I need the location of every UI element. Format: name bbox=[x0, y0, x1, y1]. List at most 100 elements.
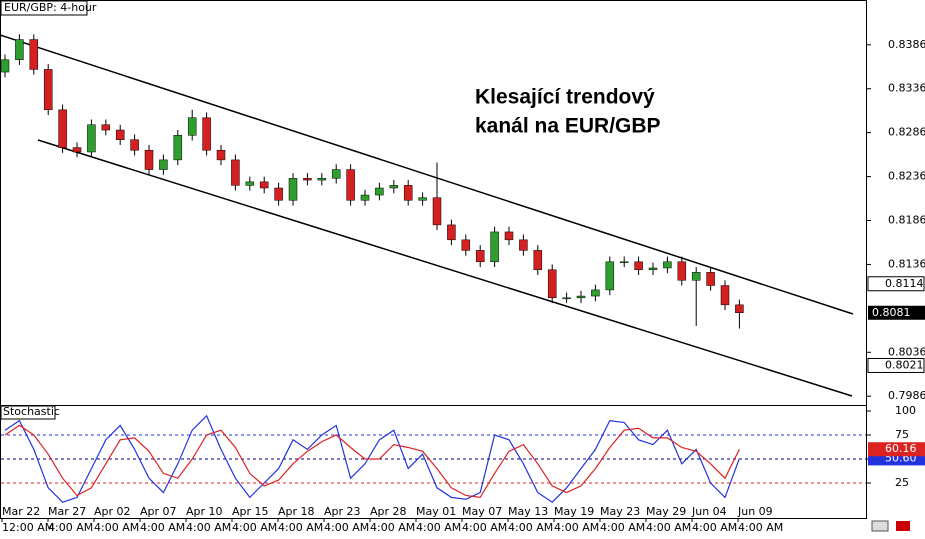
candle-body bbox=[519, 239, 528, 251]
x-time-label: 4:00 AM bbox=[140, 521, 185, 534]
level-label: 0.8114 bbox=[885, 277, 924, 290]
candle-body bbox=[115, 129, 125, 140]
x-date-label: May 01 bbox=[416, 505, 456, 518]
x-time-label: 4:00 AM bbox=[554, 521, 599, 534]
candle-body bbox=[346, 169, 355, 201]
stochastic-panel bbox=[0, 405, 867, 519]
y-tick-label: 75 bbox=[895, 428, 909, 441]
icon[interactable] bbox=[896, 521, 910, 531]
candle-body bbox=[43, 69, 53, 111]
x-date-label: Apr 10 bbox=[186, 505, 223, 518]
candle-body bbox=[259, 181, 269, 189]
x-date-label: Apr 02 bbox=[94, 505, 131, 518]
candle-body bbox=[202, 117, 211, 151]
x-date-label: May 23 bbox=[600, 505, 640, 518]
candle-body bbox=[432, 197, 442, 226]
y-tick-label: 0.8386 bbox=[888, 38, 925, 51]
candle-body bbox=[634, 261, 643, 270]
x-date-label: Mar 22 bbox=[2, 505, 40, 518]
x-date-label: Apr 18 bbox=[278, 505, 315, 518]
title-box bbox=[0, 0, 88, 16]
candle-body bbox=[245, 181, 255, 186]
candle-body bbox=[533, 250, 543, 270]
candle-body bbox=[144, 149, 154, 170]
level-box bbox=[867, 357, 925, 373]
x-time-label: 4:00 AM bbox=[48, 521, 93, 534]
candle-body bbox=[403, 185, 413, 201]
stoch-value-box bbox=[868, 442, 925, 457]
candle-body bbox=[576, 295, 586, 299]
y-tick-label: 0.8186 bbox=[888, 214, 925, 227]
candle-body bbox=[15, 39, 24, 60]
candle-body bbox=[187, 117, 197, 136]
y-tick-label: 0.7986 bbox=[888, 389, 925, 402]
x-time-label: 4:00 AM bbox=[278, 521, 323, 534]
x-time-label: 4:00 AM bbox=[508, 521, 553, 534]
candle-body bbox=[605, 261, 615, 291]
candle-body bbox=[648, 267, 658, 270]
x-time-label: 4:00 AM bbox=[370, 521, 415, 534]
candle-body bbox=[29, 39, 39, 70]
candle-body bbox=[475, 250, 485, 263]
level-box bbox=[867, 276, 925, 292]
level-label: 0.8021 bbox=[885, 358, 924, 371]
x-date-label: May 13 bbox=[508, 505, 548, 518]
icon[interactable] bbox=[871, 520, 889, 532]
candle-body bbox=[317, 178, 327, 181]
candle-body bbox=[706, 272, 715, 286]
candle-body bbox=[490, 231, 499, 263]
chart-title: EUR/GBP: 4-hour bbox=[4, 1, 97, 14]
x-date-label: Apr 15 bbox=[232, 505, 269, 518]
x-time-label: 12:00 AM bbox=[2, 521, 54, 534]
candle-body bbox=[159, 159, 168, 170]
y-tick-label: 100 bbox=[895, 404, 916, 417]
candle-body bbox=[173, 135, 183, 161]
x-time-label: 4:00 AM bbox=[232, 521, 277, 534]
candle-body bbox=[504, 231, 514, 241]
x-date-label: May 19 bbox=[554, 505, 594, 518]
candle-body bbox=[418, 197, 427, 201]
stoch-value-label: 60.16 bbox=[885, 442, 917, 455]
candle-body bbox=[735, 304, 744, 314]
x-date-label: Apr 23 bbox=[324, 505, 361, 518]
candle-body bbox=[101, 124, 111, 131]
candle-body bbox=[274, 187, 283, 201]
y-tick-label: 25 bbox=[895, 476, 909, 489]
current-price-label: 0.8081 bbox=[872, 306, 911, 319]
x-time-label: 4:00 AM bbox=[416, 521, 461, 534]
y-tick-label: 0.8286 bbox=[888, 126, 925, 139]
candle-body bbox=[447, 224, 456, 241]
candle-body bbox=[677, 261, 687, 281]
candle-body bbox=[691, 272, 701, 281]
stoch-line bbox=[4, 414, 740, 503]
annotation: kanál na EUR/GBP bbox=[475, 115, 661, 138]
candle-body bbox=[0, 59, 10, 73]
y-tick-label: 0.8236 bbox=[888, 170, 925, 183]
x-date-label: Mar 27 bbox=[48, 505, 86, 518]
stoch-line bbox=[4, 424, 740, 499]
x-date-label: Apr 28 bbox=[370, 505, 407, 518]
stoch-title-box bbox=[0, 405, 56, 420]
x-time-label: 4:00 AM bbox=[462, 521, 507, 534]
x-date-label: Jun 09 bbox=[737, 505, 773, 518]
x-time-label: 4:00 AM bbox=[324, 521, 369, 534]
lower-trendline bbox=[37, 139, 853, 397]
candle-body bbox=[87, 124, 96, 153]
candle-body bbox=[389, 185, 399, 189]
x-time-label: 4:00 AM bbox=[738, 521, 783, 534]
candle-body bbox=[360, 194, 370, 201]
stoch-title: Stochastic bbox=[3, 405, 60, 418]
candle-body bbox=[375, 187, 384, 196]
candle-body bbox=[231, 159, 240, 186]
candle-body bbox=[58, 109, 67, 148]
candle-body bbox=[720, 285, 730, 306]
candle-body bbox=[303, 178, 312, 181]
candle-body bbox=[216, 149, 226, 161]
candle-body bbox=[331, 169, 341, 179]
candle-body bbox=[130, 139, 139, 151]
candle-body bbox=[562, 297, 571, 300]
candle-body bbox=[547, 269, 557, 299]
current-price-box bbox=[868, 305, 925, 320]
candle-body bbox=[461, 239, 471, 251]
